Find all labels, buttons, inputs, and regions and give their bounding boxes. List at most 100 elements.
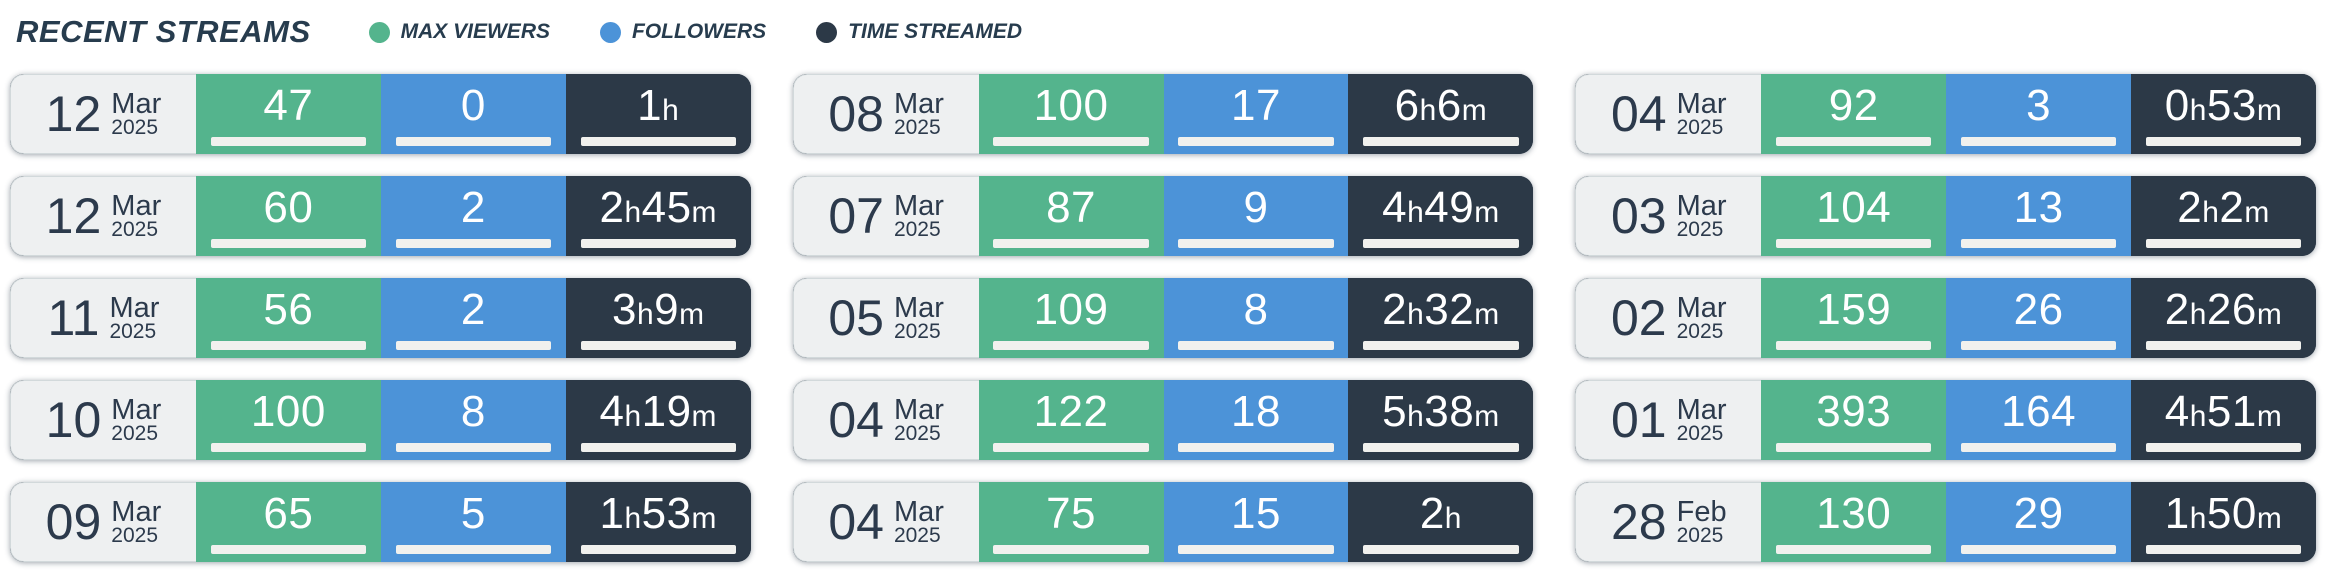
stream-card[interactable]: 05 Mar 2025 109 8 2h32m (792, 278, 1534, 358)
stream-year: 2025 (111, 116, 159, 139)
stream-date: 11 Mar 2025 (10, 278, 196, 358)
page-title: RECENT STREAMS (16, 14, 311, 49)
max-viewers-value: 393 (1816, 387, 1892, 436)
followers-bar (395, 443, 551, 452)
followers-bar (395, 137, 551, 146)
stream-card[interactable]: 09 Mar 2025 65 5 1h53m (10, 482, 751, 562)
max-viewers-cell: 100 (978, 74, 1164, 154)
max-viewers-value: 104 (1816, 183, 1892, 232)
followers-cell: 29 (1946, 482, 2132, 562)
followers-value: 5 (460, 489, 486, 538)
max-viewers-cell: 47 (195, 74, 381, 154)
max-viewers-value: 92 (1828, 81, 1879, 130)
stream-date: 02 Mar 2025 (1575, 278, 1762, 358)
time-streamed-bar (1363, 239, 1519, 248)
followers-bar (395, 545, 551, 554)
stream-month-year: Mar 2025 (111, 90, 161, 139)
time-streamed-cell: 1h (565, 74, 751, 154)
stream-card[interactable]: 10 Mar 2025 100 8 4h19m (10, 380, 751, 460)
max-viewers-value: 100 (250, 387, 326, 436)
stream-year: 2025 (1676, 218, 1724, 241)
time-streamed-value: 2h2m (2177, 183, 2270, 232)
max-viewers-value: 56 (263, 285, 314, 334)
stream-month-year: Feb 2025 (1676, 496, 1727, 547)
max-viewers-cell: 159 (1761, 278, 1947, 358)
stream-date: 08 Mar 2025 (792, 74, 979, 154)
followers-bar (1960, 545, 2117, 554)
stream-month: Mar (893, 394, 944, 426)
followers-value: 29 (2013, 489, 2064, 538)
stream-card[interactable]: 07 Mar 2025 87 9 4h49m (792, 176, 1534, 256)
stream-day: 08 (828, 86, 884, 142)
max-viewers-bar (210, 443, 367, 452)
max-viewers-value: 60 (263, 183, 314, 232)
max-viewers-bar (1776, 137, 1932, 146)
time-streamed-value: 3h9m (611, 285, 705, 334)
max-viewers-bar (210, 545, 367, 554)
followers-cell: 164 (1946, 380, 2132, 460)
stream-card[interactable]: 12 Mar 2025 47 0 1h (10, 74, 751, 154)
max-viewers-cell: 60 (195, 176, 381, 256)
streams-grid: 12 Mar 2025 47 0 1h 12 Mar 2025 (10, 74, 2316, 562)
followers-value: 9 (1243, 183, 1269, 232)
stream-year: 2025 (111, 524, 159, 547)
max-viewers-bar (993, 137, 1149, 146)
stream-card[interactable]: 28 Feb 2025 130 29 1h50m (1575, 482, 2316, 562)
max-viewers-bar (1776, 239, 1932, 248)
time-streamed-value: 0h53m (2164, 81, 2283, 130)
time-streamed-cell: 2h26m (2131, 278, 2316, 358)
stream-month: Mar (1676, 190, 1727, 222)
stream-card[interactable]: 11 Mar 2025 56 2 3h9m (10, 278, 751, 358)
stream-month-year: Mar 2025 (894, 294, 944, 343)
followers-bar (1178, 137, 1334, 146)
time-streamed-bar (1363, 137, 1519, 146)
stream-card[interactable]: 04 Mar 2025 122 18 5h38m (792, 380, 1534, 460)
time-streamed-value: 5h38m (1382, 387, 1500, 436)
max-viewers-value: 87 (1046, 183, 1097, 232)
time-streamed-bar (580, 443, 736, 452)
time-streamed-cell: 1h53m (565, 482, 751, 562)
legend-label: TIME STREAMED (848, 20, 1022, 43)
stream-day: 09 (45, 494, 102, 550)
stream-card[interactable]: 04 Mar 2025 92 3 0h53m (1575, 74, 2316, 154)
time-streamed-cell: 6h6m (1348, 74, 1534, 154)
max-viewers-cell: 87 (978, 176, 1164, 256)
max-viewers-cell: 130 (1761, 482, 1947, 562)
followers-value: 17 (1230, 81, 1281, 130)
max-viewers-cell: 65 (195, 482, 381, 562)
followers-bar (1960, 137, 2117, 146)
max-viewers-bar (210, 341, 367, 350)
followers-cell: 2 (380, 176, 566, 256)
max-viewers-value: 75 (1046, 489, 1097, 538)
max-viewers-value: 122 (1033, 387, 1109, 436)
stream-card[interactable]: 03 Mar 2025 104 13 2h2m (1575, 176, 2316, 256)
stream-month-year: Mar 2025 (1677, 396, 1727, 445)
stream-card[interactable]: 04 Mar 2025 75 15 2h (792, 482, 1534, 562)
stream-day: 01 (1611, 392, 1667, 448)
stream-date: 09 Mar 2025 (10, 482, 196, 562)
time-streamed-value: 2h45m (599, 183, 717, 232)
stream-month: Feb (1676, 496, 1727, 528)
stream-card[interactable]: 02 Mar 2025 159 26 2h26m (1575, 278, 2316, 358)
legend-item: FOLLOWERS (600, 20, 766, 44)
followers-cell: 3 (1946, 74, 2132, 154)
stream-card[interactable]: 12 Mar 2025 60 2 2h45m (10, 176, 751, 256)
stream-day: 12 (45, 86, 102, 142)
time-streamed-cell: 5h38m (1348, 380, 1534, 460)
legend-label: FOLLOWERS (632, 20, 767, 43)
max-viewers-cell: 122 (978, 380, 1164, 460)
time-streamed-bar (1363, 341, 1519, 350)
max-viewers-cell: 92 (1761, 74, 1947, 154)
time-streamed-cell: 2h32m (1348, 278, 1534, 358)
followers-value: 18 (1230, 387, 1281, 436)
time-streamed-bar (2145, 443, 2302, 452)
stream-month-year: Mar 2025 (109, 294, 159, 343)
followers-cell: 0 (380, 74, 566, 154)
followers-value: 2 (460, 183, 486, 232)
time-streamed-bar (2145, 239, 2302, 248)
max-viewers-bar (1776, 341, 1932, 350)
stream-date: 10 Mar 2025 (10, 380, 196, 460)
stream-card[interactable]: 01 Mar 2025 393 164 4h51m (1575, 380, 2316, 460)
stream-card[interactable]: 08 Mar 2025 100 17 6h6m (792, 74, 1534, 154)
followers-bar (1178, 443, 1334, 452)
